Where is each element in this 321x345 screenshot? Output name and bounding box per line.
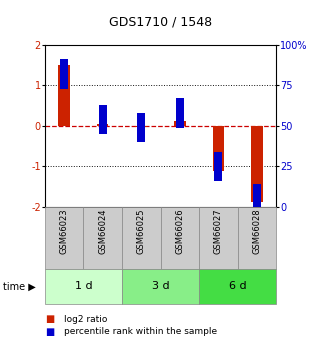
Bar (60, 59, 68, 89)
Text: 6 d: 6 d (229, 282, 246, 291)
Text: percentile rank within the sample: percentile rank within the sample (64, 327, 217, 336)
Bar (122, 269, 199, 304)
Bar (135, 126, 147, 127)
Bar (83, 207, 122, 269)
Bar (238, 207, 276, 269)
Bar (99, 105, 107, 134)
Bar (137, 113, 145, 142)
Bar (174, 121, 186, 126)
Bar (214, 152, 222, 181)
Text: 3 d: 3 d (152, 282, 169, 291)
Bar (176, 98, 184, 128)
Text: GSM66028: GSM66028 (252, 209, 261, 255)
Bar (199, 207, 238, 269)
Text: GSM66025: GSM66025 (137, 209, 146, 254)
Text: GSM66024: GSM66024 (98, 209, 107, 254)
Text: time ▶: time ▶ (3, 282, 36, 291)
Bar (45, 207, 83, 269)
Text: 1 d: 1 d (75, 282, 92, 291)
Text: ■: ■ (45, 314, 54, 324)
Bar (97, 124, 108, 126)
Bar (45, 269, 122, 304)
Text: GSM66026: GSM66026 (175, 209, 184, 255)
Text: GDS1710 / 1548: GDS1710 / 1548 (109, 16, 212, 29)
Text: ■: ■ (45, 327, 54, 337)
Bar (58, 65, 70, 126)
Bar (253, 184, 261, 214)
Bar (160, 207, 199, 269)
Text: GSM66023: GSM66023 (60, 209, 69, 255)
Text: GSM66027: GSM66027 (214, 209, 223, 255)
Bar (251, 126, 263, 202)
Bar (213, 126, 224, 170)
Text: log2 ratio: log2 ratio (64, 315, 108, 324)
Bar (122, 207, 160, 269)
Bar (199, 269, 276, 304)
